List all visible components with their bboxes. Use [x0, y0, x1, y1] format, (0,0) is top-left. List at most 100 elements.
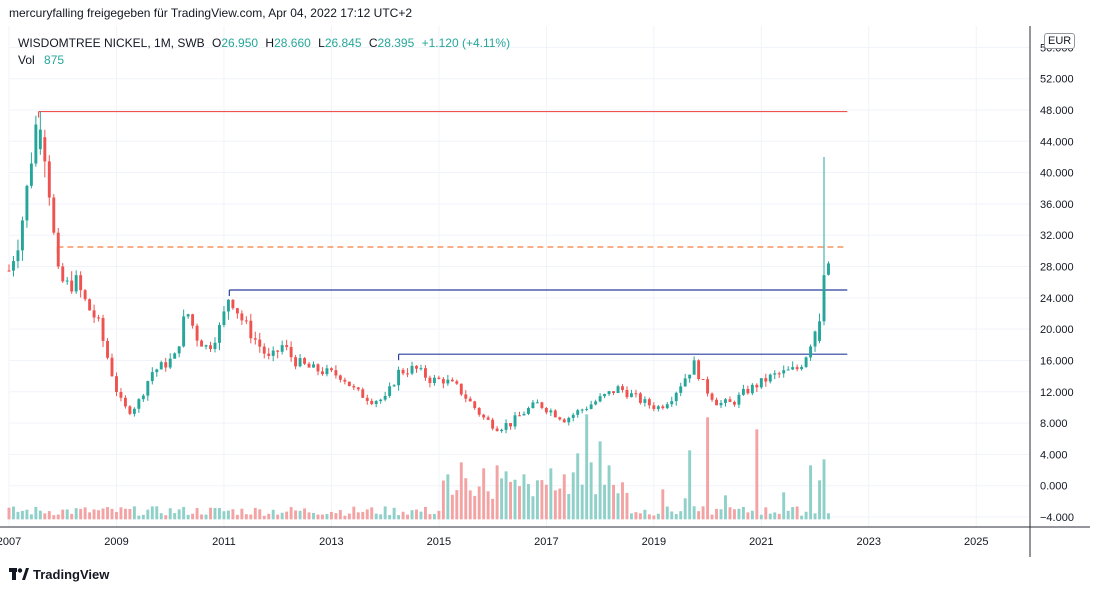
candle-body — [119, 391, 123, 398]
candle-body — [719, 402, 723, 406]
candle-body — [352, 386, 356, 388]
volume-bar — [401, 511, 405, 520]
candle-body — [43, 137, 47, 162]
candle-body — [670, 401, 674, 405]
candle-body — [12, 261, 15, 271]
volume-label[interactable]: Vol — [18, 53, 35, 67]
price-chart[interactable]: 56.00052.00048.00044.00040.00036.00032.0… — [0, 26, 1100, 566]
candle-body — [535, 402, 539, 404]
volume-bar — [437, 510, 441, 520]
candle-body — [531, 402, 535, 409]
volume-bar — [88, 512, 92, 520]
volume-bar — [661, 489, 665, 520]
candle-body — [307, 363, 311, 368]
candle-body — [567, 417, 571, 423]
volume-bar — [638, 513, 642, 520]
x-tick-label: 2021 — [749, 536, 773, 548]
candle-body — [173, 353, 177, 359]
volume-bar — [473, 495, 477, 520]
volume-bar — [253, 507, 257, 520]
volume-bar — [715, 508, 718, 520]
volume-bar — [571, 472, 575, 520]
high-value: 28.660 — [274, 36, 311, 50]
volume-bar — [155, 506, 159, 520]
volume-bar — [625, 492, 629, 520]
close-label: C — [368, 36, 378, 50]
volume-bar — [455, 490, 459, 520]
volume-bar — [182, 506, 186, 520]
candle-body — [280, 345, 284, 352]
candle-body — [486, 417, 490, 420]
volume-bar — [504, 471, 508, 520]
candle-body — [182, 316, 186, 347]
volume-bar — [38, 510, 42, 520]
y-tick-label: 0.000 — [1040, 481, 1068, 493]
candle-body — [616, 386, 620, 394]
volume-bar — [594, 494, 598, 520]
volume-value: 875 — [44, 53, 65, 67]
volume-bar — [92, 509, 96, 520]
volume-bar — [52, 515, 56, 520]
candle-body — [724, 399, 727, 403]
y-tick-label: 36.000 — [1040, 199, 1074, 211]
candle-body — [777, 373, 781, 375]
volume-bar — [674, 514, 678, 520]
candle-body — [800, 366, 804, 370]
candle-body — [603, 394, 607, 397]
currency-badge[interactable]: EUR — [1044, 33, 1076, 49]
volume-bar — [70, 513, 74, 520]
candle-body — [755, 384, 759, 388]
symbol-label[interactable]: WISDOMTREE NICKEL, 1M, SWB — [18, 36, 205, 50]
volume-bar — [79, 508, 83, 520]
candle-body — [607, 391, 611, 395]
volume-bar — [616, 493, 620, 520]
volume-bar — [459, 462, 463, 520]
candle-body — [222, 311, 226, 325]
candle-body — [61, 266, 65, 282]
volume-bar — [701, 506, 705, 520]
volume-bar — [791, 507, 795, 520]
volume-bar — [710, 514, 714, 520]
y-tick-label: 48.000 — [1040, 105, 1074, 117]
volume-bar — [585, 414, 589, 520]
candle-body — [441, 378, 445, 384]
volume-bar — [424, 506, 427, 520]
y-tick-label: 52.000 — [1040, 74, 1074, 86]
chart-legend: WISDOMTREE NICKEL, 1M, SWB O26.950 H28.6… — [18, 35, 510, 69]
volume-bar — [128, 508, 132, 520]
volume-bar — [329, 511, 333, 520]
candle-body — [455, 381, 459, 384]
volume-bar — [732, 509, 736, 520]
candle-body — [52, 197, 56, 233]
volume-bar — [450, 494, 454, 520]
candle-body — [128, 406, 132, 414]
volume-bar — [200, 514, 204, 520]
volume-bar — [173, 513, 177, 520]
candle-body — [750, 384, 754, 394]
candle-body — [213, 342, 217, 350]
volume-bar — [679, 511, 683, 520]
volume-bar — [397, 515, 401, 520]
candle-body — [70, 280, 74, 292]
candle-body — [683, 378, 687, 387]
candle-body — [204, 345, 208, 347]
candle-body — [638, 393, 642, 403]
open-label: O — [212, 36, 222, 50]
volume-bar — [29, 514, 33, 520]
volume-bar — [186, 514, 190, 520]
candle-body — [159, 362, 163, 370]
candle-body — [764, 378, 768, 382]
volume-bar — [47, 511, 51, 520]
volume-bar — [513, 479, 517, 520]
volume-bar — [818, 480, 821, 520]
volume-bar — [441, 480, 445, 520]
candle-body — [276, 350, 280, 352]
candle-body — [16, 250, 20, 262]
volume-bar — [558, 488, 562, 520]
tradingview-brand[interactable]: TradingView — [33, 566, 110, 582]
candle-body — [715, 399, 718, 406]
candle-body — [652, 405, 656, 409]
volume-bar — [298, 510, 302, 520]
volume-bar — [419, 511, 423, 520]
chart-area[interactable]: 56.00052.00048.00044.00040.00036.00032.0… — [0, 26, 1100, 566]
